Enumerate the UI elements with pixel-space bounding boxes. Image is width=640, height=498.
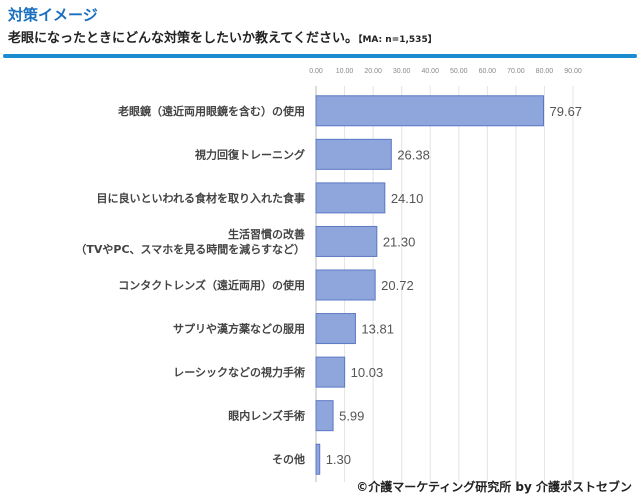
x-tick-label: 60.00: [479, 68, 497, 75]
bar: [315, 356, 346, 388]
category-label: 視力回復トレーニング: [194, 147, 305, 161]
category-label: （TVやPC、スマホを見る時間を減らすなど）: [75, 242, 305, 256]
data-label: 24.10: [391, 191, 424, 206]
category-label: その他: [272, 452, 305, 466]
data-label: 21.30: [383, 234, 416, 249]
category-label: 生活習慣の改善: [228, 227, 305, 241]
chart-title: 対策イメージ: [8, 6, 98, 24]
bar: [315, 400, 334, 432]
bar: [315, 313, 356, 345]
x-tick-label: 40.00: [421, 68, 439, 75]
x-tick-label: 20.00: [364, 68, 382, 75]
data-label: 1.30: [326, 452, 351, 467]
chart-subtitle: 老眼になったときにどんな対策をしたいか教えてください。【MA: n=1,535】: [8, 27, 437, 46]
category-label: レーシックなどの視力手術: [173, 365, 305, 379]
data-label: 5.99: [339, 409, 364, 424]
x-tick-label: 80.00: [536, 68, 554, 75]
question-text: 老眼になったときにどんな対策をしたいか教えてください。: [8, 31, 358, 46]
data-label: 26.38: [397, 147, 430, 162]
x-tick-label: 10.00: [336, 68, 354, 75]
category-label: コンタクトレンズ（遠近両用）の使用: [118, 278, 305, 292]
x-tick-label: 90.00: [564, 68, 582, 75]
data-label: 79.67: [550, 104, 583, 119]
category-label: 眼内レンズ手術: [228, 409, 305, 423]
data-label: 13.81: [361, 322, 394, 337]
category-label: 老眼鏡（遠近両用眼鏡を含む）の使用: [117, 104, 305, 118]
x-tick-label: 50.00: [450, 68, 468, 75]
data-label: 10.03: [351, 365, 384, 380]
bar: [315, 182, 386, 214]
category-label: 目に良いといわれる食材を取り入れた食事: [97, 191, 305, 205]
data-label: 20.72: [381, 278, 414, 293]
bar: [315, 269, 376, 301]
sample-note: 【MA: n=1,535】: [357, 35, 437, 45]
x-tick-label: 30.00: [393, 68, 411, 75]
bar: [315, 225, 378, 257]
x-tick-label: 0.00: [309, 68, 323, 75]
copyright: ©介護マーケティング研究所 by 介護ポストセブン: [356, 480, 632, 494]
header-divider: [3, 54, 637, 58]
bar: [315, 95, 545, 127]
bar: [315, 443, 321, 475]
category-label: サプリや漢方薬などの服用: [173, 322, 305, 336]
bar: [315, 138, 392, 170]
x-tick-label: 70.00: [507, 68, 525, 75]
